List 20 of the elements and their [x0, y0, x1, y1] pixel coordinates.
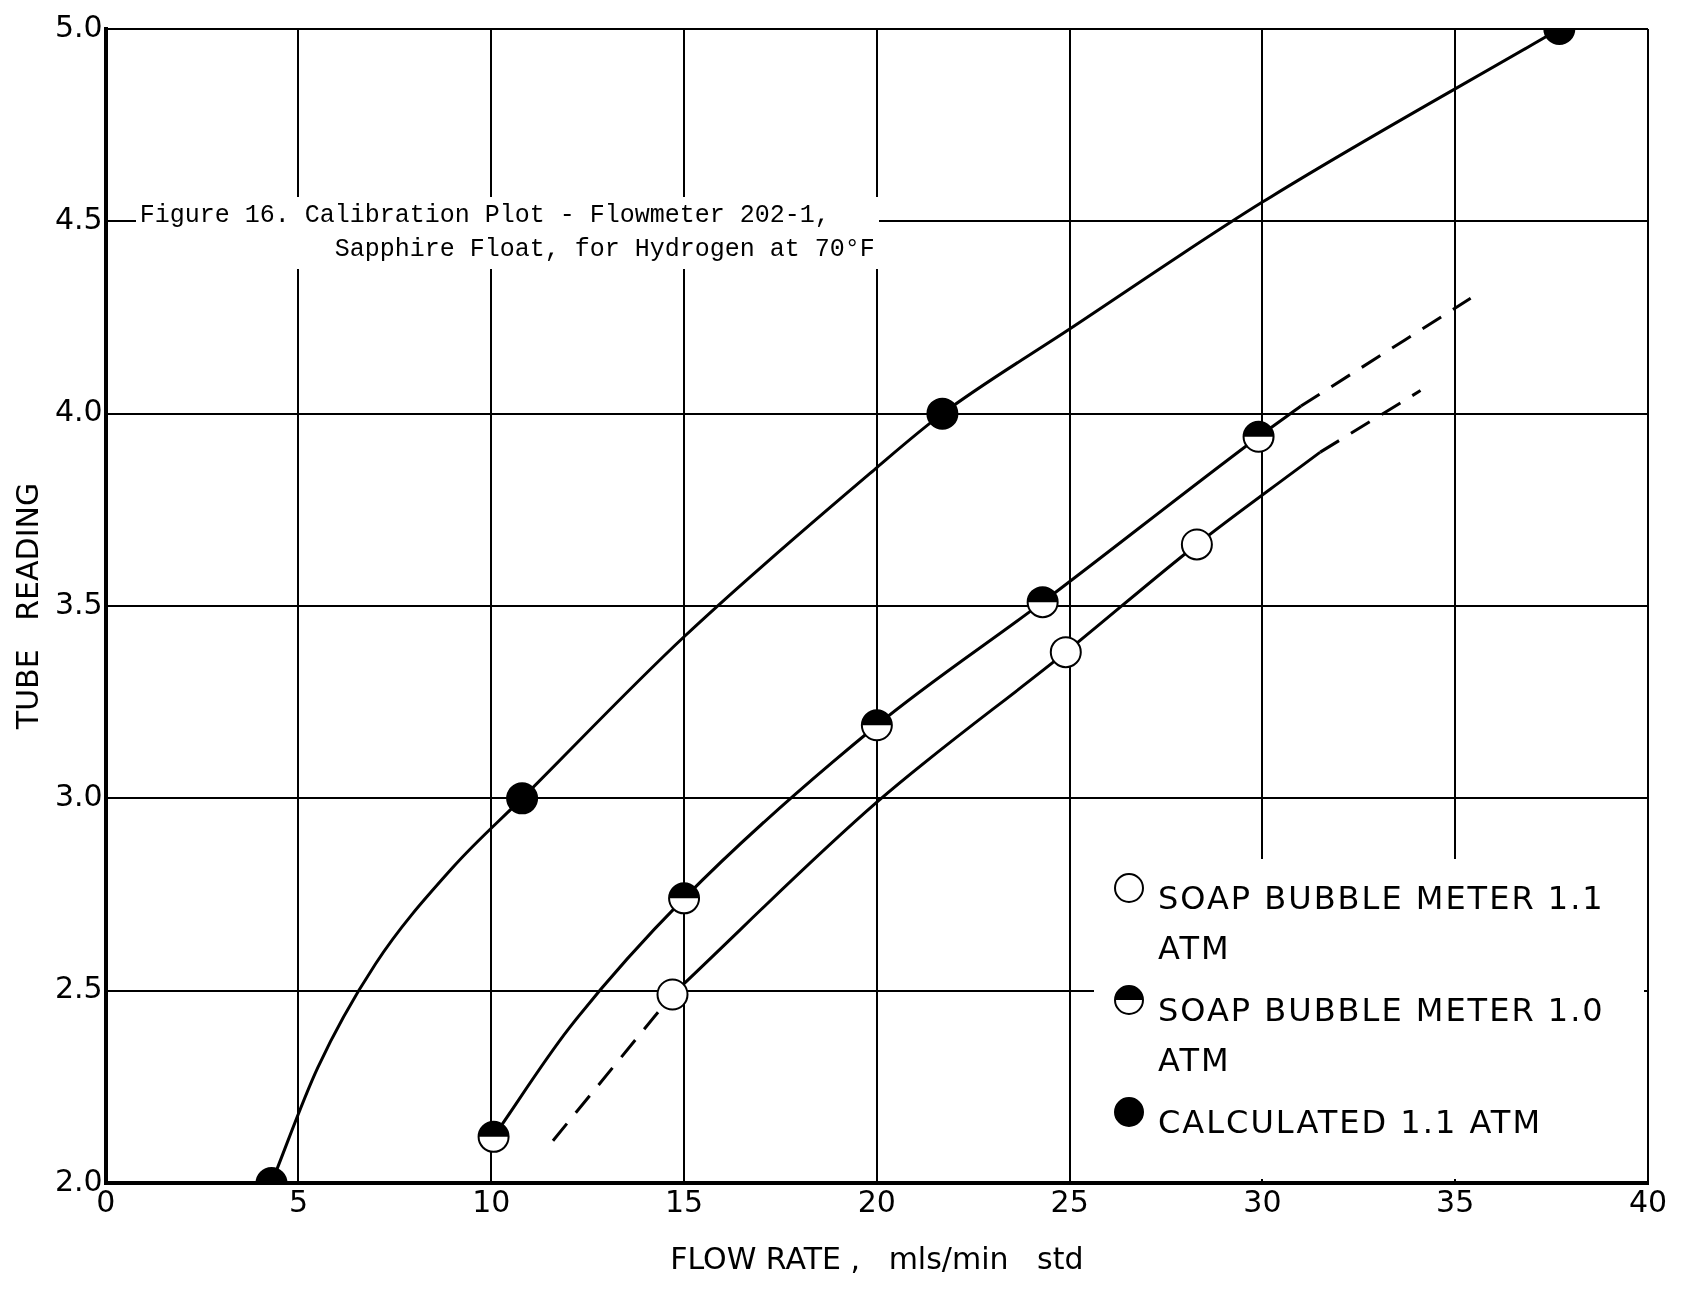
y-tick-label: 5.0	[54, 8, 103, 44]
y-tick-label: 4.0	[54, 393, 103, 429]
x-tick-label: 40	[1628, 1183, 1668, 1219]
x-tick-label: 15	[664, 1183, 704, 1219]
text: Figure 16. Calibration Plot - Flowmeter 202-1, Sapphire Float, for Hydrogen at 70°F	[135, 197, 879, 269]
x-tick-label: 5	[288, 1183, 309, 1219]
x-tick-label: 30	[1243, 1183, 1282, 1219]
y-tick-label: 4.5	[54, 201, 103, 237]
x-axis-title: FLOW RATE , mls/min std	[670, 1240, 1084, 1276]
x-tick-label: 10	[472, 1183, 511, 1219]
y-tick-label: 3.0	[54, 778, 103, 814]
y-axis-title: TUBE READING	[9, 482, 45, 731]
legend-label: SOAP BUBBLE METER 1.0 ATM	[1157, 990, 1606, 1081]
y-tick-label: 2.5	[54, 970, 103, 1006]
x-tick-label: 35	[1436, 1183, 1475, 1219]
x-tick-label: 20	[857, 1183, 896, 1219]
legend-label: CALCULATED 1.1 ATM	[1157, 1102, 1542, 1143]
y-tick-label: 3.5	[54, 585, 103, 621]
x-tick-label: 25	[1050, 1183, 1089, 1219]
legend-label: SOAP BUBBLE METER 1.1 ATM	[1157, 878, 1606, 969]
